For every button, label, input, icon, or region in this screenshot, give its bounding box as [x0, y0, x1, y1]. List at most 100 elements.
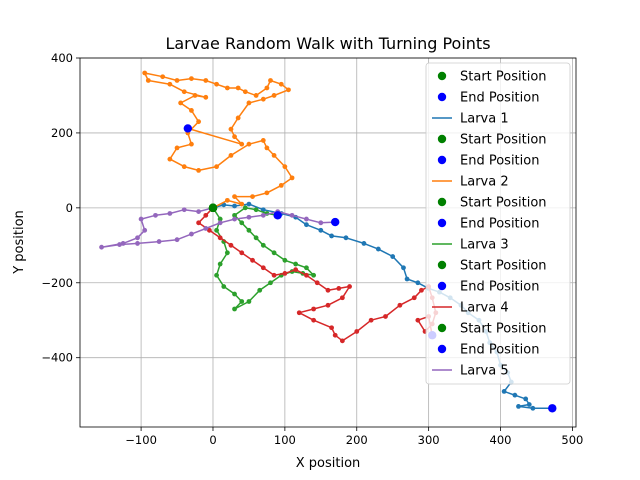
start-position-marker [208, 203, 218, 213]
turning-point [264, 145, 270, 151]
x-tick-label: 0 [209, 433, 216, 447]
turning-point [181, 207, 187, 213]
turning-point [232, 194, 237, 200]
legend-marker-swatch [437, 344, 447, 354]
turning-point [189, 141, 194, 147]
turning-point [167, 211, 173, 216]
legend-label: Larva 1 [460, 112, 509, 127]
turning-point [271, 272, 277, 278]
turning-point [260, 207, 266, 213]
turning-point [271, 93, 277, 98]
turning-point [339, 295, 345, 301]
turning-point [189, 231, 194, 237]
legend-label: Start Position [460, 133, 547, 148]
turning-point [304, 272, 309, 278]
turning-point [296, 310, 302, 316]
turning-point [196, 220, 202, 226]
turning-point [289, 212, 295, 218]
legend-label: End Position [460, 217, 539, 232]
turning-point [160, 74, 166, 80]
turning-point [260, 138, 266, 143]
end-position-marker [548, 404, 557, 413]
y-axis: −400 −200 0 200 400 [41, 51, 80, 365]
turning-point [138, 216, 144, 222]
legend-entry: Larva 4 [432, 301, 509, 316]
legend-label: End Position [460, 280, 539, 295]
turning-point [214, 227, 219, 233]
turning-point [260, 242, 266, 248]
turning-point [239, 141, 245, 147]
turning-point [232, 306, 237, 312]
turning-point [329, 325, 334, 331]
turning-point [368, 317, 374, 323]
y-axis-label: Y position [12, 210, 27, 275]
turning-point [178, 100, 184, 106]
turning-point [99, 244, 104, 250]
x-tick-label: 300 [418, 433, 440, 447]
turning-point [214, 272, 219, 278]
turning-point [239, 299, 245, 304]
turning-point [526, 402, 532, 407]
turning-point [282, 271, 288, 276]
turning-point [174, 78, 180, 83]
turning-point [232, 291, 237, 297]
turning-point [135, 235, 140, 241]
legend-label: Larva 3 [460, 238, 509, 253]
turning-point [246, 201, 252, 207]
legend-entry: End Position [437, 154, 539, 169]
turning-point [325, 302, 331, 308]
turning-point [314, 280, 320, 286]
turning-point [375, 246, 381, 252]
legend-frame [425, 62, 571, 385]
legend-entry: End Position [437, 343, 539, 358]
turning-point [501, 389, 507, 394]
chart-title: Larvae Random Walk with Turning Points [165, 34, 490, 53]
turning-point [228, 153, 234, 158]
turning-point [142, 227, 148, 233]
turning-point [189, 76, 194, 82]
legend-marker-swatch [437, 260, 447, 270]
legend-label: End Position [460, 343, 539, 358]
turning-point [181, 89, 187, 95]
legend-marker-swatch [437, 197, 447, 207]
turning-point [289, 175, 295, 181]
turning-point [332, 332, 338, 338]
turning-point [145, 78, 151, 83]
turning-point [135, 241, 140, 246]
turning-point [217, 261, 223, 267]
turning-point [214, 164, 219, 170]
legend-label: Larva 4 [460, 301, 509, 316]
y-tick-label: −400 [41, 351, 73, 365]
legend-marker-swatch [437, 155, 447, 165]
turning-point [142, 70, 148, 76]
turning-point [153, 212, 158, 218]
y-tick-label: −200 [41, 276, 73, 290]
turning-point [246, 299, 252, 304]
turning-point [278, 81, 284, 87]
turning-point [329, 233, 334, 239]
turning-point [203, 78, 209, 83]
turning-point [271, 250, 277, 256]
turning-point [311, 317, 317, 323]
turning-point [512, 392, 518, 398]
x-tick-label: 500 [561, 433, 583, 447]
turning-point [196, 119, 202, 125]
turning-point [239, 250, 245, 256]
turning-point [221, 284, 227, 289]
turning-point [181, 164, 187, 170]
turning-point [257, 287, 263, 293]
turning-point [282, 164, 288, 170]
turning-point [278, 182, 284, 188]
legend-label: Start Position [460, 322, 547, 337]
turning-point [293, 261, 299, 267]
turning-point [523, 396, 529, 402]
turning-point [156, 239, 162, 244]
turning-point [239, 201, 245, 207]
turning-point [246, 214, 252, 220]
legend-label: End Position [460, 154, 539, 169]
turning-point [347, 284, 352, 289]
turning-point [250, 257, 255, 263]
turning-point [293, 267, 299, 273]
legend: Start Position End Position Larva 1 Start P… [425, 62, 571, 385]
turning-point [304, 216, 309, 222]
